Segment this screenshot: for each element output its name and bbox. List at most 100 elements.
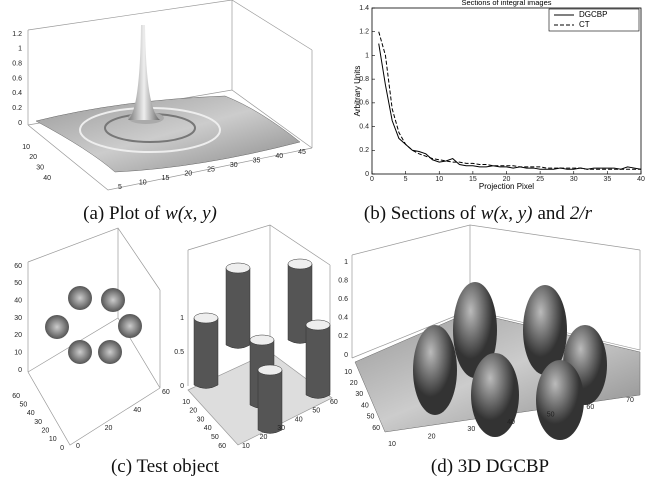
axis-tick-label: 40 xyxy=(275,153,283,160)
axis-tick-label: 40 xyxy=(14,298,22,305)
axis-tick-label: 0.6 xyxy=(12,75,22,82)
y-tick-label: 0.6 xyxy=(359,100,369,107)
caption-part: (a) Plot of xyxy=(83,203,161,224)
caption-part: (d) 3D DGCBP xyxy=(431,456,549,477)
x-tick-label: 15 xyxy=(469,176,477,183)
caption-part: and xyxy=(537,203,565,224)
axis-tick-label: 40 xyxy=(133,407,141,414)
y-axis-label: Arbitrary Units xyxy=(353,66,362,117)
axis-tick-label: 60 xyxy=(372,425,380,432)
axis-tick-label: 50 xyxy=(312,408,320,415)
axis-tick-label: 1 xyxy=(18,46,22,53)
axis-tick-label: 0 xyxy=(76,443,80,450)
axis-tick-label: 0.8 xyxy=(338,277,348,284)
axis-tick-label: 40 xyxy=(295,416,303,423)
x-tick-label: 30 xyxy=(570,176,578,183)
axis-tick-label: 10 xyxy=(139,179,147,186)
axis-tick-label: 30 xyxy=(467,426,475,433)
caption: (d) 3D DGCBP xyxy=(431,456,549,477)
legend-label: CT xyxy=(579,20,590,29)
axis-tick-label: 15 xyxy=(162,175,170,182)
axis-tick-label: 10 xyxy=(22,144,30,151)
axis-tick-label: 0 xyxy=(344,352,348,359)
axis-tick-label: 0 xyxy=(60,445,64,452)
caption: (c) Test object xyxy=(111,456,220,477)
axis-tick-label: 0 xyxy=(18,367,22,374)
axis-tick-label: 0.4 xyxy=(12,90,22,97)
caption-part: (b) Sections of xyxy=(364,203,477,224)
y-tick-label: 0 xyxy=(365,171,369,178)
axis-tick-label: 50 xyxy=(14,280,22,287)
axis-tick-label: 0.2 xyxy=(338,333,348,340)
axis-tick-label: 30 xyxy=(197,416,205,423)
x-tick-label: 35 xyxy=(603,176,611,183)
x-tick-label: 5 xyxy=(404,176,408,183)
axis-tick-label: 50 xyxy=(367,414,375,421)
surface-plot-a xyxy=(28,0,312,190)
y-tick-label: 0.4 xyxy=(359,123,369,130)
axis-tick-label: 40 xyxy=(507,419,515,426)
y-tick-label: 0.2 xyxy=(359,147,369,154)
axis-tick-label: 10 xyxy=(182,399,190,406)
plot-frame xyxy=(372,8,641,174)
reconstruction-plot xyxy=(352,225,640,440)
y-tick-label: 1 xyxy=(365,52,369,59)
axis-tick-label: 1 xyxy=(344,259,348,266)
axis-tick-label: 30 xyxy=(355,391,363,398)
axis-tick-label: 5 xyxy=(118,184,122,191)
y-tick-label: 0.8 xyxy=(359,76,369,83)
axis-tick-label: 40 xyxy=(43,175,51,182)
axis-tick-label: 20 xyxy=(350,380,358,387)
x-tick-label: 0 xyxy=(370,176,374,183)
axis-tick-label: 20 xyxy=(428,434,436,441)
axis-tick-label: 10 xyxy=(344,369,352,376)
axis-tick-label: 70 xyxy=(626,397,634,404)
axis-tick-label: 30 xyxy=(277,425,285,432)
axis-tick-label: 40 xyxy=(361,402,369,409)
y-tick-label: 1.4 xyxy=(359,5,369,12)
axis-tick-label: 50 xyxy=(20,402,28,409)
caption-part: w(x, y) xyxy=(165,203,217,224)
x-tick-label: 10 xyxy=(435,176,443,183)
chart-title: Sections of integral images xyxy=(461,0,551,7)
figure: 00.20.40.60.811.210203040510152025303540… xyxy=(0,0,654,488)
axis-tick-label: 40 xyxy=(27,410,35,417)
axis-tick-label: 1.2 xyxy=(12,31,22,38)
axis-tick-label: 1 xyxy=(180,315,184,322)
axis-tick-label: 40 xyxy=(204,425,212,432)
axis-tick-label: 20 xyxy=(42,428,50,435)
x-tick-label: 25 xyxy=(536,176,544,183)
axis-tick-label: 30 xyxy=(14,315,22,322)
legend-label: DGCBP xyxy=(579,10,607,19)
x-tick-label: 40 xyxy=(637,176,645,183)
x-axis-label: Projection Pixel xyxy=(479,182,534,191)
axis-tick-label: 0.6 xyxy=(338,296,348,303)
axis-tick-label: 20 xyxy=(29,154,37,161)
axis-tick-label: 20 xyxy=(189,408,197,415)
axis-tick-label: 60 xyxy=(14,263,22,270)
axis-tick-label: 35 xyxy=(253,158,261,165)
axis-tick-label: 30 xyxy=(36,165,44,172)
axis-tick-label: 60 xyxy=(162,389,170,396)
cylinder-plot xyxy=(188,225,332,445)
axis-tick-label: 20 xyxy=(14,332,22,339)
axis-tick-label: 10 xyxy=(14,350,22,357)
axis-tick-label: 10 xyxy=(242,443,250,450)
axis-tick-label: 60 xyxy=(218,443,226,450)
axis-tick-label: 0 xyxy=(18,120,22,127)
axis-tick-label: 10 xyxy=(388,441,396,448)
caption-part: w(x, y) xyxy=(481,203,533,224)
data-line xyxy=(379,44,641,170)
y-tick-label: 1.2 xyxy=(359,29,369,36)
axis-tick-label: 30 xyxy=(34,419,42,426)
axis-tick-label: 0.2 xyxy=(12,105,22,112)
axis-tick-label: 20 xyxy=(184,171,192,178)
x-tick-label: 20 xyxy=(503,176,511,183)
axis-tick-label: 20 xyxy=(105,425,113,432)
axis-tick-label: 10 xyxy=(49,436,57,443)
axis-tick-label: 25 xyxy=(207,166,215,173)
axis-tick-label: 60 xyxy=(12,393,20,400)
axis-tick-label: 0 xyxy=(180,383,184,390)
